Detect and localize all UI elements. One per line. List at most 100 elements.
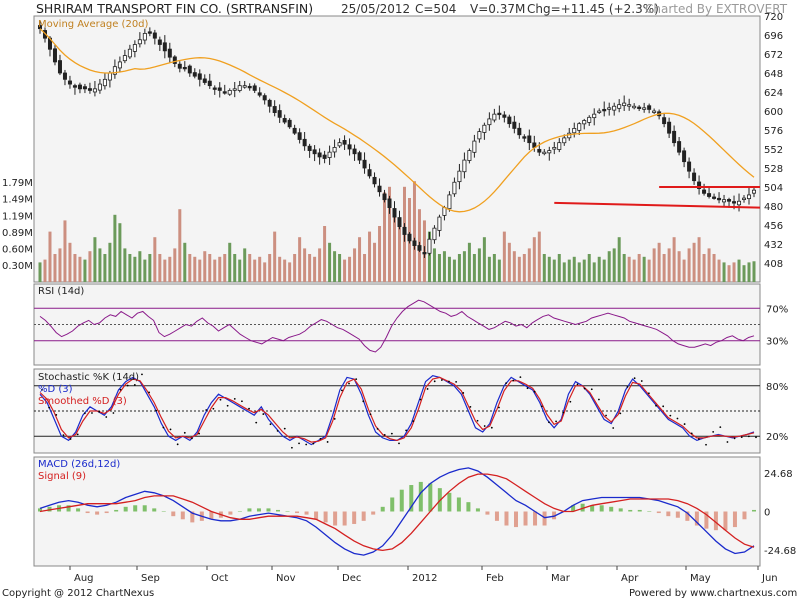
volume-bar: [228, 242, 232, 282]
volume-bar: [472, 254, 476, 282]
price-candle: [62, 69, 67, 86]
stoch-k-point: [291, 446, 293, 449]
price-candle: [82, 83, 87, 94]
macd-histogram-bar: [85, 511, 90, 514]
price-ytick: 648: [764, 69, 783, 80]
macd-histogram-bar: [333, 511, 338, 526]
stoch-k-point: [719, 426, 722, 428]
price-ytick: 480: [764, 202, 783, 213]
volume-bar: [193, 256, 197, 282]
volume-bar: [607, 251, 611, 282]
support-line: [554, 201, 761, 209]
price-ytick: 624: [764, 88, 783, 99]
macd-histogram-bar: [256, 508, 261, 512]
volume-bar: [602, 259, 606, 282]
stoch-k-point: [440, 379, 443, 381]
volume-bar: [672, 237, 676, 282]
stoch-k-point: [555, 420, 557, 423]
volume-bar: [752, 261, 756, 282]
rsi-legend: RSI (14d): [38, 286, 84, 297]
price-candle: [197, 69, 202, 87]
macd-histogram-bar: [618, 508, 623, 512]
volume-bar: [263, 262, 267, 282]
volume-bar: [353, 248, 357, 282]
stoch-k-point: [676, 417, 679, 420]
volume-bar: [328, 242, 332, 282]
price-candle: [247, 83, 252, 91]
price-frame: [33, 15, 761, 283]
stoch-k-point: [519, 376, 522, 379]
volume-bar: [552, 259, 556, 282]
price-candle: [512, 115, 517, 134]
macd-histogram-bar: [171, 511, 176, 517]
price-candle: [72, 83, 77, 95]
price-candle: [287, 118, 292, 129]
price-candle: [332, 139, 337, 158]
price-candle: [687, 157, 692, 179]
macd-histogram-bar: [542, 511, 547, 526]
macd-histogram-bar: [466, 502, 471, 512]
macd-histogram-bar: [142, 505, 147, 512]
volume-ytick: 1.79M: [2, 178, 33, 189]
volume-bar: [412, 181, 416, 282]
stoch-ytick: 20%: [766, 432, 788, 443]
volume-bar: [163, 259, 167, 282]
stoch-k-point: [705, 443, 707, 446]
price-candle: [697, 175, 702, 195]
volume-bar: [687, 248, 691, 282]
price-candle: [542, 149, 547, 156]
macd-histogram-bar: [237, 511, 242, 512]
stoch-k-point: [55, 414, 58, 416]
stoch-k-point: [298, 442, 300, 445]
price-candle: [322, 150, 327, 164]
price-ytick: 504: [764, 183, 783, 194]
price-candle: [52, 44, 57, 66]
stoch-k-point: [605, 414, 607, 417]
price-candle: [662, 113, 667, 128]
price-candle: [632, 103, 637, 110]
stoch-k-point: [426, 388, 429, 390]
volume-bar: [253, 259, 257, 282]
volume-bar: [68, 242, 72, 282]
volume-bar: [373, 242, 377, 282]
volume-bar: [527, 248, 531, 282]
price-candle: [192, 68, 197, 79]
price-candle: [122, 49, 127, 64]
volume-bar: [597, 256, 601, 282]
volume-bar: [627, 256, 631, 282]
volume-bar: [303, 248, 307, 282]
price-candle: [282, 114, 287, 125]
macd-histogram-bar: [656, 511, 661, 514]
price-candle: [267, 98, 272, 113]
volume-bar: [577, 262, 581, 282]
volume-bar: [437, 254, 441, 282]
stoch-sd-legend: Smoothed %D (3): [38, 396, 127, 407]
price-candle: [292, 124, 297, 135]
price-candle: [92, 81, 97, 97]
volume-bar: [133, 256, 137, 282]
stoch-k-point: [226, 404, 229, 407]
volume-bar: [457, 254, 461, 282]
macd-histogram-bar: [409, 485, 414, 512]
stoch-k-point: [490, 426, 493, 429]
x-tick-label: Feb: [486, 573, 504, 584]
price-candle: [117, 56, 122, 73]
macd-histogram-bar: [475, 508, 480, 512]
volume-bar: [318, 248, 322, 282]
volume-bar: [397, 226, 401, 282]
stoch-k-point: [626, 386, 629, 388]
stoch-d-legend: %D (3): [38, 384, 73, 395]
volume-bar: [118, 223, 122, 282]
stoch-k-point: [712, 430, 715, 433]
volume-bar: [358, 237, 362, 282]
volume-bar: [218, 256, 222, 282]
price-candle: [612, 102, 617, 116]
price-candle: [57, 54, 62, 76]
x-tick-label: Jun: [761, 573, 778, 584]
price-candle: [407, 232, 412, 244]
macd-histogram-bar: [371, 511, 376, 515]
macd-histogram-bar: [390, 497, 395, 512]
stoch-k-point: [333, 418, 336, 420]
macd-histogram-bar: [66, 505, 71, 512]
stoch-k-point: [348, 382, 350, 385]
